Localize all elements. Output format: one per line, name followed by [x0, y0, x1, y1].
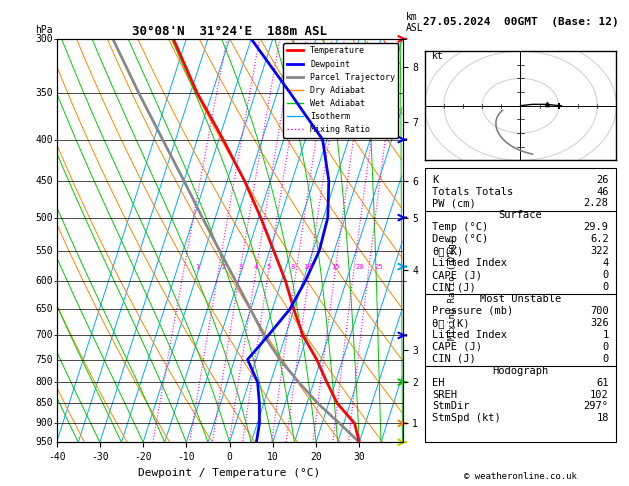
- Text: 322: 322: [590, 246, 609, 256]
- Text: θᴇ(K): θᴇ(K): [432, 246, 464, 256]
- Text: Surface: Surface: [499, 210, 542, 221]
- Text: 29.9: 29.9: [584, 223, 609, 232]
- Text: 400: 400: [35, 135, 53, 144]
- Text: Lifted Index: Lifted Index: [432, 258, 507, 268]
- Text: 700: 700: [35, 330, 53, 340]
- Text: PW (cm): PW (cm): [432, 198, 476, 208]
- Text: 18: 18: [596, 414, 609, 423]
- Text: 900: 900: [35, 418, 53, 428]
- Text: 700: 700: [590, 306, 609, 316]
- Text: km
ASL: km ASL: [406, 12, 424, 33]
- Text: 2: 2: [221, 263, 226, 270]
- Text: 4: 4: [253, 263, 258, 270]
- Text: Mixing Ratio (g/kg): Mixing Ratio (g/kg): [447, 238, 457, 340]
- Text: 950: 950: [35, 437, 53, 447]
- Text: 15: 15: [331, 263, 340, 270]
- Text: SREH: SREH: [432, 389, 457, 399]
- Text: 326: 326: [590, 318, 609, 328]
- Text: CAPE (J): CAPE (J): [432, 270, 482, 280]
- Text: EH: EH: [432, 378, 445, 387]
- Text: 26: 26: [596, 174, 609, 185]
- Text: θᴇ (K): θᴇ (K): [432, 318, 470, 328]
- Text: kt: kt: [432, 51, 444, 61]
- Text: 3: 3: [238, 263, 243, 270]
- Text: 2.28: 2.28: [584, 198, 609, 208]
- Text: 750: 750: [35, 354, 53, 364]
- Text: 6.2: 6.2: [590, 234, 609, 244]
- Legend: Temperature, Dewpoint, Parcel Trajectory, Dry Adiabat, Wet Adiabat, Isotherm, Mi: Temperature, Dewpoint, Parcel Trajectory…: [284, 43, 398, 138]
- Text: hPa: hPa: [35, 25, 53, 35]
- Text: CIN (J): CIN (J): [432, 354, 476, 364]
- Text: 8: 8: [291, 263, 295, 270]
- Text: StmSpd (kt): StmSpd (kt): [432, 414, 501, 423]
- Text: CAPE (J): CAPE (J): [432, 342, 482, 352]
- Text: 25: 25: [375, 263, 383, 270]
- Text: 20: 20: [355, 263, 364, 270]
- Text: Hodograph: Hodograph: [493, 365, 548, 376]
- Text: 102: 102: [590, 389, 609, 399]
- Text: Lifted Index: Lifted Index: [432, 330, 507, 340]
- Text: 61: 61: [596, 378, 609, 387]
- Text: 350: 350: [35, 88, 53, 98]
- Text: 0: 0: [603, 282, 609, 292]
- Text: 1: 1: [196, 263, 199, 270]
- X-axis label: Dewpoint / Temperature (°C): Dewpoint / Temperature (°C): [138, 468, 321, 478]
- Title: 30°08'N  31°24'E  188m ASL: 30°08'N 31°24'E 188m ASL: [132, 25, 327, 38]
- Text: 27.05.2024  00GMT  (Base: 12): 27.05.2024 00GMT (Base: 12): [423, 17, 619, 27]
- Text: 297°: 297°: [584, 401, 609, 412]
- Text: 450: 450: [35, 176, 53, 186]
- Text: 0: 0: [603, 270, 609, 280]
- Text: Pressure (mb): Pressure (mb): [432, 306, 513, 316]
- Text: Totals Totals: Totals Totals: [432, 187, 513, 196]
- Text: 550: 550: [35, 246, 53, 256]
- Text: Temp (°C): Temp (°C): [432, 223, 489, 232]
- Text: 800: 800: [35, 377, 53, 387]
- Text: K: K: [432, 174, 438, 185]
- Text: 4: 4: [603, 258, 609, 268]
- Text: Dewp (°C): Dewp (°C): [432, 234, 489, 244]
- Text: 650: 650: [35, 304, 53, 314]
- Text: 0: 0: [603, 342, 609, 352]
- Text: StmDir: StmDir: [432, 401, 470, 412]
- Text: © weatheronline.co.uk: © weatheronline.co.uk: [464, 472, 577, 481]
- Text: CIN (J): CIN (J): [432, 282, 476, 292]
- Text: 10: 10: [303, 263, 312, 270]
- Text: 600: 600: [35, 277, 53, 286]
- Text: 850: 850: [35, 399, 53, 408]
- Text: 46: 46: [596, 187, 609, 196]
- Text: Most Unstable: Most Unstable: [480, 294, 561, 304]
- Text: 300: 300: [35, 34, 53, 44]
- Text: 500: 500: [35, 213, 53, 223]
- Text: 1: 1: [603, 330, 609, 340]
- Text: 0: 0: [603, 354, 609, 364]
- Text: 5: 5: [267, 263, 271, 270]
